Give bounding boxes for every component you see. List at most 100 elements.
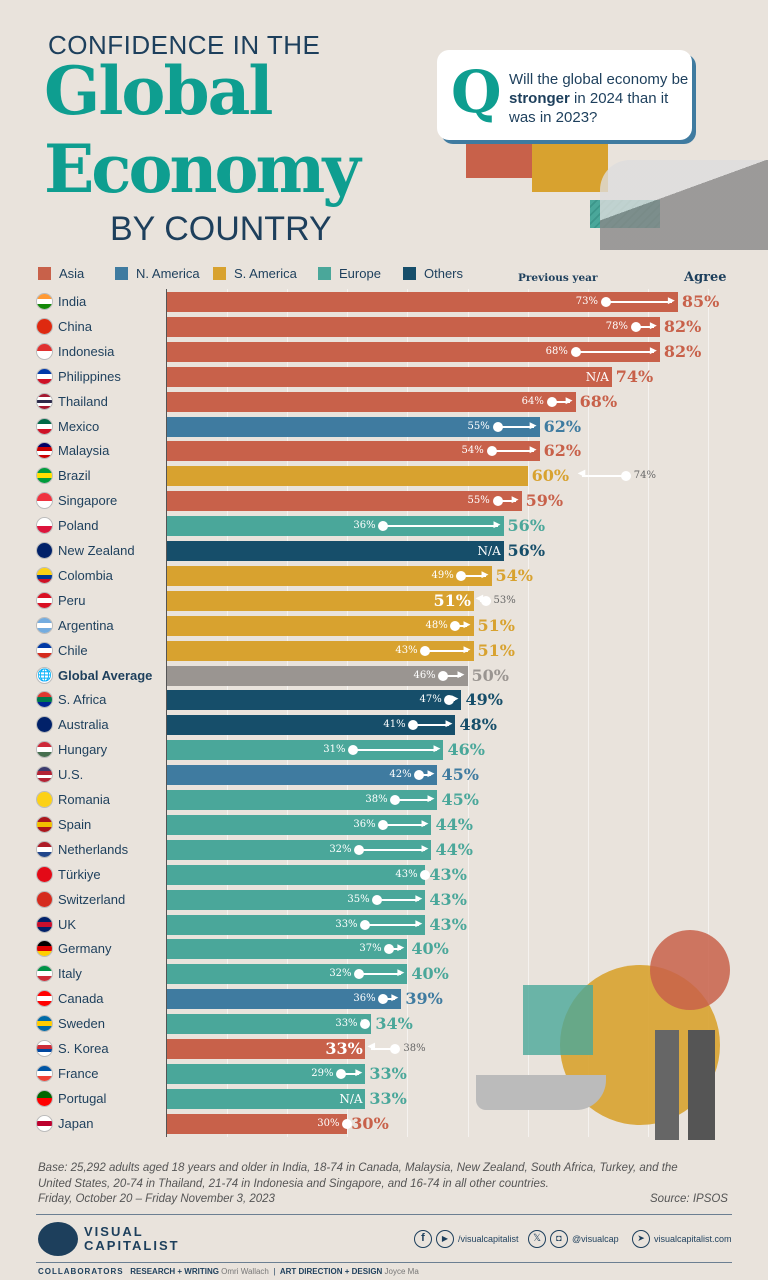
previous-label: 42% (389, 769, 412, 781)
arrow-head-icon: ◀ (367, 1041, 376, 1052)
flag-icon (36, 741, 53, 759)
country-label: Germany (58, 941, 112, 957)
previous-year-annotation: Previous year (518, 272, 598, 284)
change-arrow (359, 973, 402, 976)
value-label: 40% (411, 939, 449, 959)
flag-icon (36, 1015, 53, 1033)
arrow-head-icon: ▶ (397, 942, 405, 953)
bar (167, 366, 612, 387)
flag-icon (36, 815, 53, 833)
previous-dot (456, 570, 467, 581)
country-label: U.S. (58, 767, 84, 783)
agree-header: Agree (684, 270, 727, 285)
value-label: 56% (507, 541, 546, 560)
previous-na: N/A (339, 1091, 363, 1106)
legend-swatch (213, 267, 226, 280)
legend-item-europe: Europe (318, 266, 381, 281)
cursor-icon[interactable]: ➤ (632, 1230, 650, 1248)
decline-arrow (581, 475, 626, 478)
decor-dot-block (532, 140, 608, 192)
value-label: 33% (325, 1039, 363, 1058)
country-label: Malaysia (58, 443, 110, 459)
bar (167, 1063, 366, 1084)
change-arrow (455, 624, 468, 627)
previous-label: 78% (605, 320, 628, 332)
social-handle-1[interactable]: /visualcapitalist (458, 1234, 519, 1244)
change-arrow (491, 450, 534, 453)
flag-icon (36, 293, 53, 310)
value-label: 62% (543, 416, 582, 436)
arrow-head-icon: ▶ (481, 568, 489, 579)
bar (167, 989, 402, 1010)
legend-label: S. America (234, 266, 297, 281)
value-label: 50% (471, 665, 509, 685)
title-line-1: CONFIDENCE IN THE (48, 30, 321, 60)
previous-dot (354, 844, 365, 855)
facebook-icon[interactable]: f (414, 1230, 432, 1248)
x-icon[interactable]: 𝕏 (528, 1230, 546, 1248)
previous-label: 43% (395, 868, 418, 880)
bar (167, 765, 438, 786)
previous-dot (438, 670, 449, 681)
previous-label: 38% (403, 1043, 426, 1054)
instagram-icon[interactable]: ◘ (550, 1230, 568, 1248)
arrow-head-icon: ▶ (451, 693, 459, 704)
previous-dot (390, 1044, 401, 1054)
previous-label: 73% (575, 296, 598, 307)
legend-swatch (318, 267, 331, 280)
bar (167, 1039, 366, 1059)
country-label: Romania (58, 792, 111, 807)
flag-icon (36, 766, 53, 784)
youtube-icon[interactable]: ▶ (436, 1230, 454, 1248)
country-label: Netherlands (58, 841, 129, 857)
gridline (287, 289, 289, 1137)
value-label: 34% (375, 1014, 413, 1034)
website-link[interactable]: visualcapitalist.com (654, 1234, 732, 1244)
value-label: 39% (405, 989, 443, 1009)
country-label: France (58, 1065, 99, 1081)
q-letter: Q (451, 58, 502, 126)
previous-dot (378, 819, 389, 830)
social-handle-2[interactable]: @visualcap (572, 1234, 619, 1244)
flag-icon (36, 791, 53, 808)
arrow-head-icon: ▶ (649, 344, 657, 355)
arrow-head-icon: ▶ (421, 842, 429, 853)
arrow-head-icon: ▶ (463, 643, 471, 654)
arrow-head-icon: ▶ (529, 444, 537, 455)
flag-icon (36, 716, 53, 734)
gridline (407, 289, 409, 1137)
value-label: 51% (477, 615, 515, 635)
previous-dot (546, 396, 557, 407)
country-label: Singapore (58, 493, 118, 509)
arrow-head-icon: ▶ (415, 917, 423, 928)
previous-label: 35% (347, 893, 370, 905)
previous-dot (414, 770, 425, 781)
previous-label: 33% (335, 918, 358, 930)
design-name: Joyce Ma (384, 1267, 419, 1276)
previous-label: 74% (633, 470, 656, 482)
question-bold: stronger (509, 90, 570, 107)
previous-dot (360, 919, 371, 930)
bar (167, 889, 426, 910)
question-pre: Will the global economy be (509, 71, 689, 88)
gridline (527, 289, 529, 1137)
research-label: RESEARCH + WRITING (130, 1267, 219, 1276)
decline-arrow (371, 1048, 396, 1050)
legend-item-s-america: S. America (213, 266, 297, 281)
previous-dot (384, 944, 395, 955)
country-label: Peru (58, 592, 86, 608)
bar (167, 466, 528, 487)
change-arrow (389, 948, 402, 951)
bar (167, 316, 660, 337)
country-label: Sweden (58, 1016, 105, 1032)
value-label: 33% (369, 1063, 407, 1083)
arrow-head-icon: ◀ (577, 468, 586, 480)
design-label: ART DIRECTION + DESIGN (279, 1267, 383, 1276)
arrow-head-icon: ▶ (421, 817, 429, 828)
gridline (587, 289, 589, 1137)
legend-item-asia: Asia (38, 266, 84, 281)
value-label: 82% (663, 341, 702, 361)
previous-label: 54% (461, 445, 484, 457)
previous-label: 43% (395, 644, 418, 656)
flag-icon (36, 492, 53, 510)
